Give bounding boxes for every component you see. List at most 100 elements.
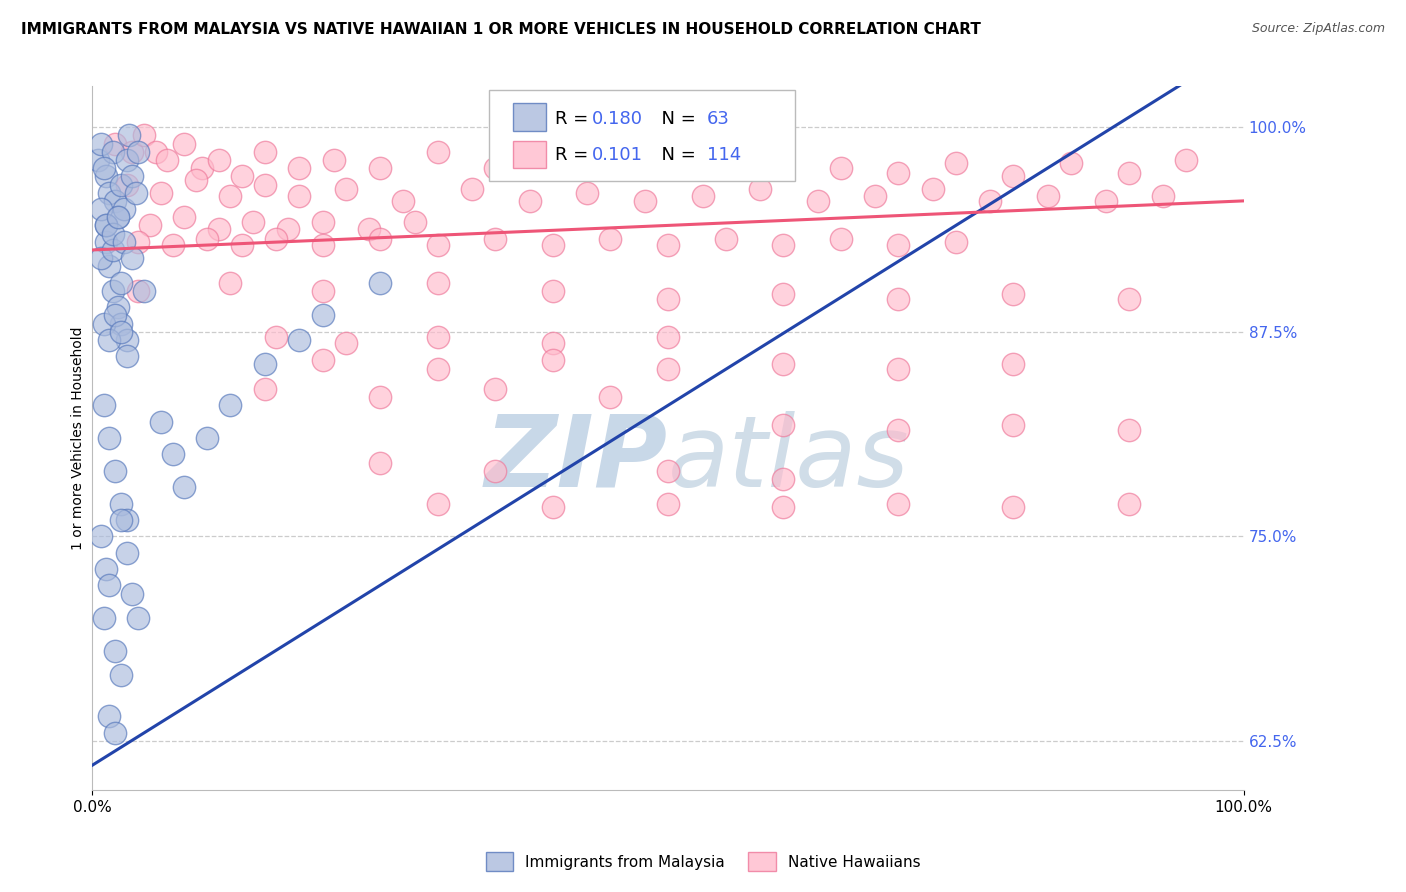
Point	[150, 186, 173, 200]
Point	[112, 202, 135, 216]
Point	[461, 182, 484, 196]
Point	[426, 362, 449, 376]
Point	[541, 336, 564, 351]
Point	[231, 238, 253, 252]
Point	[368, 276, 391, 290]
Point	[110, 668, 132, 682]
Text: N =: N =	[650, 146, 702, 164]
Point	[266, 231, 288, 245]
Point	[323, 153, 346, 167]
Point	[93, 161, 115, 176]
Point	[173, 136, 195, 151]
Point	[1002, 358, 1025, 372]
Point	[195, 231, 218, 245]
Point	[104, 464, 127, 478]
Point	[115, 333, 138, 347]
Point	[90, 136, 112, 151]
FancyBboxPatch shape	[513, 141, 546, 168]
Point	[772, 472, 794, 486]
FancyBboxPatch shape	[489, 90, 794, 181]
Point	[368, 231, 391, 245]
Point	[110, 325, 132, 339]
Point	[132, 284, 155, 298]
Point	[121, 586, 143, 600]
Point	[156, 153, 179, 167]
Point	[484, 161, 506, 176]
Point	[145, 145, 167, 159]
Text: R =: R =	[555, 110, 595, 128]
Point	[107, 211, 129, 225]
Point	[657, 238, 679, 252]
Point	[634, 194, 657, 208]
Point	[1094, 194, 1116, 208]
Point	[93, 398, 115, 412]
Point	[104, 644, 127, 658]
Text: Source: ZipAtlas.com: Source: ZipAtlas.com	[1251, 22, 1385, 36]
Point	[830, 231, 852, 245]
Point	[121, 145, 143, 159]
Point	[253, 358, 276, 372]
Point	[519, 194, 541, 208]
Point	[887, 292, 910, 306]
Point	[127, 611, 149, 625]
Point	[115, 349, 138, 363]
Y-axis label: 1 or more Vehicles in Household: 1 or more Vehicles in Household	[72, 326, 86, 549]
Point	[98, 186, 121, 200]
Point	[426, 238, 449, 252]
Point	[887, 238, 910, 252]
Point	[1060, 156, 1083, 170]
Point	[311, 238, 333, 252]
Point	[484, 231, 506, 245]
Point	[110, 513, 132, 527]
Text: 0.101: 0.101	[592, 146, 643, 164]
Point	[335, 336, 357, 351]
Point	[541, 284, 564, 298]
Point	[101, 284, 124, 298]
Point	[657, 153, 679, 167]
Point	[311, 215, 333, 229]
Point	[426, 145, 449, 159]
Point	[426, 497, 449, 511]
Point	[921, 182, 943, 196]
Point	[219, 189, 242, 203]
Point	[1036, 189, 1059, 203]
Point	[115, 153, 138, 167]
Point	[404, 215, 426, 229]
Text: N =: N =	[650, 110, 702, 128]
Point	[112, 235, 135, 249]
Point	[541, 500, 564, 514]
Point	[90, 202, 112, 216]
Point	[132, 128, 155, 143]
Text: 0.180: 0.180	[592, 110, 643, 128]
Text: R =: R =	[555, 146, 595, 164]
Point	[190, 161, 212, 176]
Point	[90, 529, 112, 543]
Point	[541, 238, 564, 252]
Point	[484, 464, 506, 478]
Point	[541, 153, 564, 167]
Point	[104, 309, 127, 323]
Point	[772, 358, 794, 372]
Point	[150, 415, 173, 429]
Point	[1002, 287, 1025, 301]
Point	[253, 145, 276, 159]
Point	[93, 317, 115, 331]
Point	[749, 182, 772, 196]
Point	[357, 221, 380, 235]
Point	[772, 417, 794, 432]
Point	[368, 390, 391, 404]
Point	[830, 161, 852, 176]
Point	[219, 398, 242, 412]
Point	[253, 178, 276, 192]
Point	[184, 172, 207, 186]
Point	[94, 235, 117, 249]
Point	[657, 497, 679, 511]
Point	[368, 456, 391, 470]
Point	[107, 300, 129, 314]
Point	[208, 153, 231, 167]
Point	[104, 136, 127, 151]
Point	[98, 333, 121, 347]
Point	[94, 219, 117, 233]
Point	[110, 497, 132, 511]
Point	[98, 260, 121, 274]
